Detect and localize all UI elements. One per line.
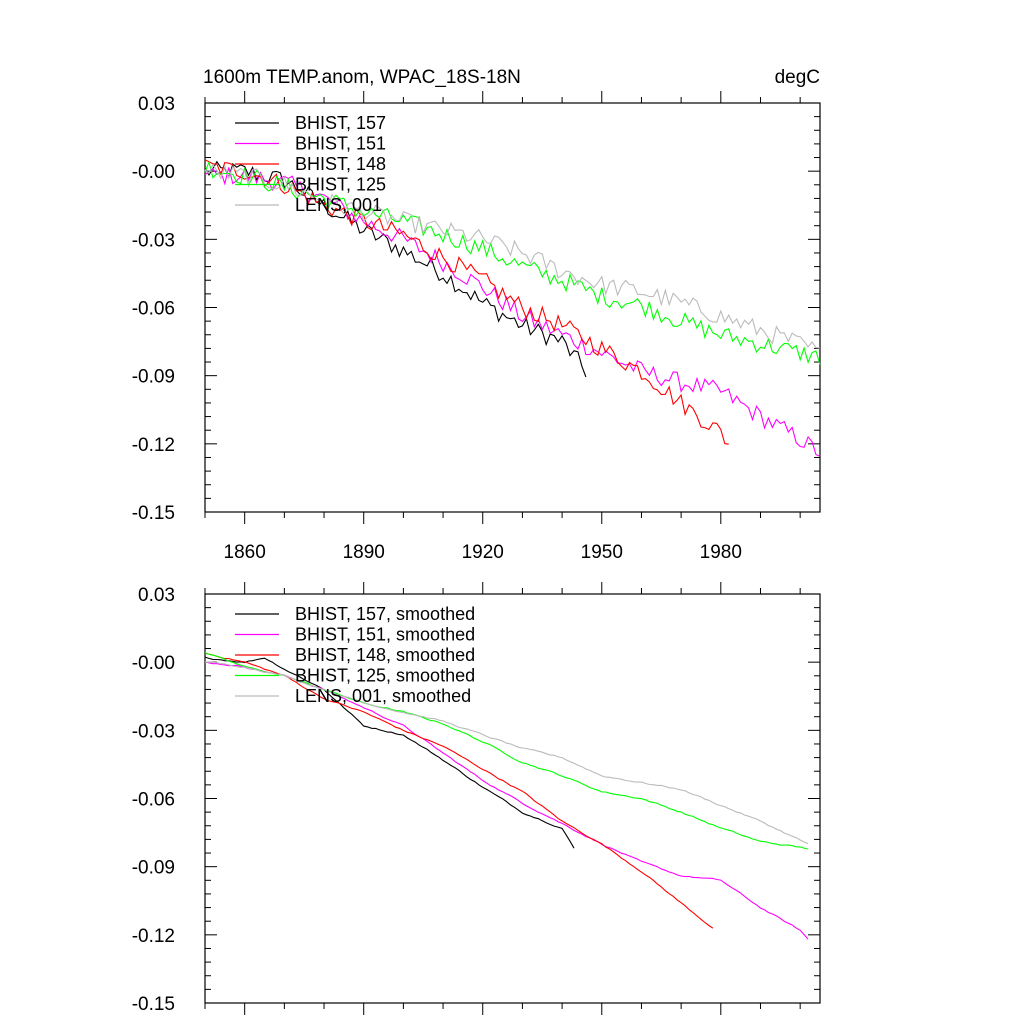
legend-label: BHIST, 148, smoothed: [295, 645, 475, 665]
legend-label: BHIST, 157: [295, 113, 386, 133]
x-tick-label: 1860: [224, 542, 266, 563]
y-tick-label: -0.15: [132, 503, 175, 524]
series-line-4: [204, 160, 821, 365]
chart-panel-2: 0.03 -0.00 -0.03 -0.06 -0.09 -0.12 -0.15 BHIST,…: [132, 582, 821, 1015]
chart-panel-1: 0.03 -0.00 -0.03 -0.06 -0.09 -0.12 -0.15 1860 18…: [132, 67, 821, 563]
y-tick-label: -0.00: [132, 162, 175, 183]
series-line-1: [204, 160, 587, 378]
y-tick-label: -0.12: [132, 435, 175, 456]
series-line-5: [204, 163, 821, 349]
legend-label: BHIST, 125, smoothed: [295, 666, 475, 686]
y-tick-label: -0.12: [132, 926, 175, 947]
x-tick-label: 1920: [462, 542, 504, 563]
y-tick-label: -0.06: [132, 299, 175, 320]
y-tick-label: -0.03: [132, 230, 175, 251]
y-tick-label: 0.03: [138, 585, 175, 606]
legend-label: LENS, 001: [295, 195, 382, 215]
legend-label: BHIST, 151, smoothed: [295, 625, 475, 645]
series-line-2: [204, 167, 821, 457]
series-line-3: [204, 159, 729, 445]
x-tick-label: 1950: [581, 542, 623, 563]
legend-label: BHIST, 151: [295, 134, 386, 154]
legend-label: LENS, 001, smoothed: [295, 686, 471, 706]
y-tick-label: -0.00: [132, 653, 175, 674]
legend-label: BHIST, 125: [295, 175, 386, 195]
y-tick-label: -0.15: [132, 994, 175, 1015]
series-line-3: [204, 652, 714, 929]
y-tick-label: -0.09: [132, 367, 175, 388]
units-label: degC: [775, 67, 820, 88]
x-tick-label: 1890: [343, 542, 385, 563]
y-tick-label: -0.03: [132, 721, 175, 742]
series-line-5: [205, 661, 809, 845]
legend-label: BHIST, 157, smoothed: [295, 604, 475, 624]
y-tick-label: 0.03: [138, 94, 175, 115]
series-line-1: [204, 656, 575, 849]
series-line-4: [204, 652, 809, 850]
y-tick-label: -0.09: [132, 858, 175, 879]
y-tick-label: -0.06: [132, 790, 175, 811]
chart-title: 1600m TEMP.anom, WPAC_18S-18N: [203, 67, 521, 88]
x-tick-label: 1980: [700, 542, 742, 563]
legend-label: BHIST, 148: [295, 154, 386, 174]
